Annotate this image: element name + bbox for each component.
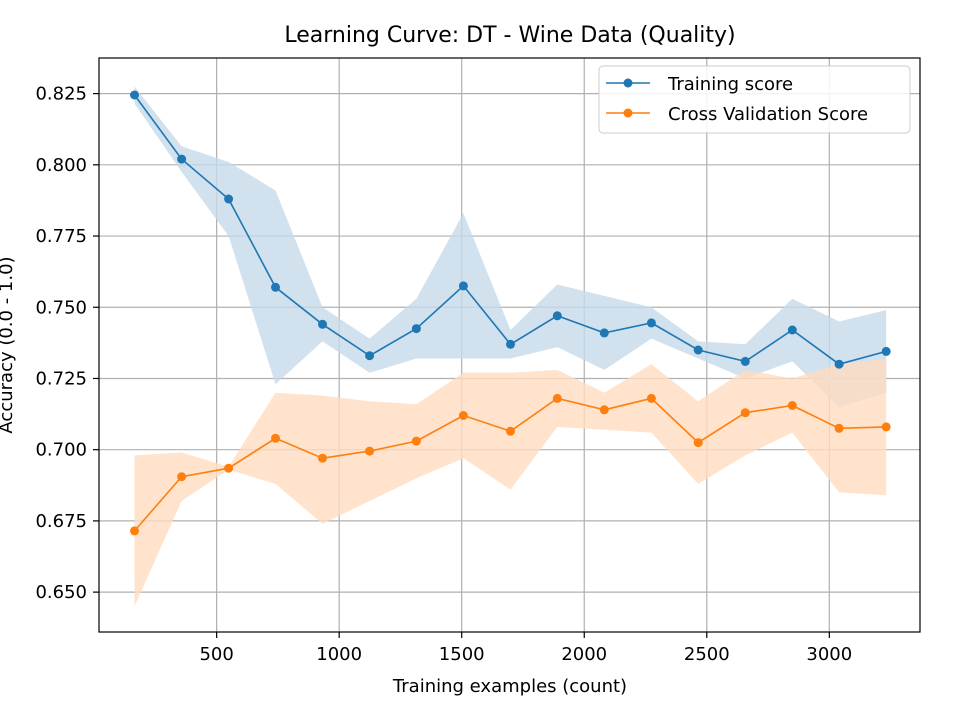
cv-score-point	[787, 401, 797, 410]
y-tick-label: 0.800	[35, 155, 87, 176]
training-score-point	[834, 359, 844, 369]
legend-marker-training	[623, 78, 633, 88]
training-score-point	[224, 194, 234, 204]
training-score-point	[506, 339, 515, 349]
cv-score-point	[881, 422, 891, 432]
legend-marker-cv	[623, 108, 633, 118]
cv-score-point	[599, 405, 609, 415]
y-tick-label: 0.825	[35, 84, 87, 105]
y-tick-label: 0.700	[35, 440, 87, 461]
y-tick-label: 0.775	[35, 226, 87, 247]
training-score-point	[881, 346, 891, 356]
cv-score-point	[693, 438, 703, 448]
training-score-point	[740, 356, 750, 366]
axis-ticks: 500 1000 1500 2000 2500 3000 0.650 0.675 0.700 0.…	[35, 84, 852, 665]
training-score-point	[365, 351, 375, 361]
y-axis-label: Accuracy (0.0 - 1.0)	[0, 256, 17, 433]
training-score-point	[130, 90, 139, 100]
cv-score-point	[318, 453, 327, 463]
x-axis-label: Training examples (count)	[392, 676, 627, 697]
x-tick-label: 2000	[561, 644, 607, 665]
chart-title: Learning Curve: DT - Wine Data (Quality)	[284, 23, 735, 48]
x-tick-label: 1500	[439, 644, 485, 665]
x-tick-label: 500	[199, 644, 233, 665]
y-tick-label: 0.750	[35, 297, 87, 318]
cv-score-point	[646, 393, 656, 403]
training-score-point	[458, 281, 468, 291]
legend-label-cv: Cross Validation Score	[668, 104, 868, 125]
training-score-point	[787, 325, 797, 335]
cv-score-point	[834, 423, 844, 433]
cv-score-point	[177, 472, 187, 482]
y-tick-label: 0.650	[35, 582, 87, 603]
legend-label-training: Training score	[667, 74, 793, 95]
cv-score-point	[458, 411, 468, 420]
cv-score-point	[411, 436, 421, 446]
y-tick-label: 0.725	[35, 368, 87, 389]
series-lines	[130, 90, 891, 536]
plot-frame	[98, 57, 921, 633]
cv-score-point	[740, 408, 750, 418]
training-score-point	[646, 318, 656, 328]
x-tick-label: 2500	[684, 644, 730, 665]
x-tick-label: 3000	[806, 644, 852, 665]
x-tick-label: 1000	[316, 644, 362, 665]
legend-entry-training: Training score	[606, 74, 793, 95]
training-score-point	[177, 154, 187, 164]
training-score-point	[693, 345, 703, 355]
cv-score-band	[134, 358, 887, 607]
legend-entry-cv: Cross Validation Score	[606, 104, 868, 125]
training-score-point	[552, 311, 562, 321]
cv-score-point	[365, 446, 375, 456]
training-score-point	[599, 328, 609, 338]
cv-score-point	[130, 526, 139, 536]
cv-score-point	[271, 433, 280, 443]
legend-box	[598, 65, 911, 134]
training-score-point	[271, 282, 280, 292]
training-score-point	[411, 324, 421, 334]
y-tick-label: 0.675	[35, 511, 87, 532]
cv-score-point	[552, 393, 562, 403]
training-score-point	[318, 319, 327, 329]
cv-score-point	[224, 463, 234, 473]
legend: Training score Cross Validation Score	[598, 65, 911, 134]
cv-score-point	[506, 426, 515, 436]
